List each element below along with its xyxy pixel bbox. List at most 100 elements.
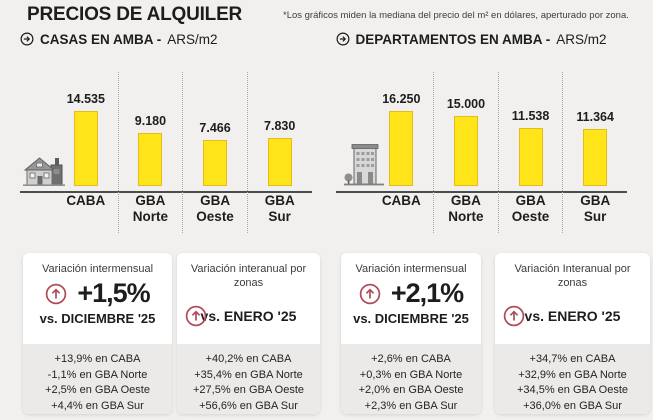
zone-variation-line: +27,5% en GBA Oeste (193, 384, 304, 396)
card-intermensual-casas: Variación intermensual +1,5% vs. DICIEMB… (23, 253, 172, 414)
zone-variation-line: +34,7% en CABA (529, 353, 616, 365)
category-label: GBA Norte (448, 193, 484, 224)
vs-label: vs. ENERO '25 (524, 307, 621, 324)
footnote: *Los gráficos miden la mediana del preci… (283, 10, 629, 21)
card-header: Variación intermensual (41, 263, 154, 275)
chart-column: 7.466 GBA Oeste (183, 72, 248, 233)
chart-baseline (20, 191, 312, 193)
bar-value-label: 11.364 (576, 110, 614, 124)
section-unit: ARS/m2 (556, 31, 607, 47)
zone-variation-line: +35,4% en GBA Norte (194, 368, 303, 381)
zone-variation-line: +36,0% en GBA Sur (523, 399, 622, 412)
bar (138, 133, 163, 186)
metric-row: +2,1% (359, 278, 464, 309)
go-circle-arrow-icon (336, 32, 350, 46)
section-header-departamentos: DEPARTAMENTOS EN AMBA - ARS/m2 (336, 30, 634, 48)
bar (389, 111, 414, 186)
big-variation-value: +1,5% (77, 278, 150, 309)
card-header: Variación Interanual por zonas (514, 263, 631, 290)
bar (583, 129, 608, 186)
chart-column: 14.535 CABA (54, 72, 119, 233)
chart-column: 15.000 GBA Norte (434, 72, 499, 233)
trend-up-icon (503, 305, 525, 327)
variation-cards-row: Variación intermensual +1,5% vs. DICIEMB… (23, 253, 650, 414)
zones-list: +2,6% en CABA +0,3% en GBA Norte +2,0% en … (341, 344, 481, 414)
trend-up-icon (45, 283, 67, 305)
bar-value-label: 16.250 (382, 92, 421, 106)
section-header-casas: CASAS EN AMBA - ARS/m2 (20, 30, 318, 48)
chart-column: 11.364 GBA Sur (563, 72, 627, 233)
zone-variation-line: +2,6% en CABA (371, 353, 451, 365)
section-title: CASAS EN AMBA - (40, 31, 162, 47)
zone-variation-line: +0,3% en GBA Norte (359, 368, 463, 381)
bar-value-label: 11.538 (511, 109, 550, 123)
chart-casas: 14.535 CABA 9.180 GBA Norte 7.466 GBA Oeste 7.… (20, 52, 318, 233)
category-label: GBA Oeste (196, 193, 234, 224)
zone-variation-line: +2,0% en GBA Oeste (358, 384, 464, 396)
charts-row: CASAS EN AMBA - ARS/m2 14.535 (20, 30, 633, 233)
chart-column: 9.180 GBA Norte (119, 72, 184, 233)
chart-departamentos: 16.250 CABA 15.000 GBA Norte 11.538 GBA Oeste… (335, 52, 634, 233)
category-label: GBA Oeste (511, 193, 550, 224)
zone-variation-line: +2,5% en GBA Oeste (45, 384, 150, 396)
category-label: GBA Norte (132, 193, 169, 224)
section-departamentos: DEPARTAMENTOS EN AMBA - ARS/m2 (335, 30, 634, 233)
category-label: CABA (66, 193, 106, 208)
card-header: Variación intermensual (355, 263, 467, 275)
zone-variation-line: +32,9% en GBA Norte (518, 368, 627, 381)
trend-up-icon (185, 305, 207, 327)
section-casas: CASAS EN AMBA - ARS/m2 14.535 (20, 30, 318, 233)
card-top: Variación intermensual +2,1% vs. DICIEMB… (341, 253, 481, 344)
house-icon (22, 156, 66, 191)
card-header: Variación interanual por zonas (190, 263, 307, 290)
chart-columns: 14.535 CABA 9.180 GBA Norte 7.466 GBA Oeste 7.… (54, 72, 312, 233)
zone-variation-line: -1,1% en GBA Norte (47, 368, 148, 381)
category-label: GBA Sur (580, 193, 611, 224)
metric-row: +1,5% (45, 278, 151, 309)
zones-list: +13,9% en CABA -1,1% en GBA Norte +2,5% en… (23, 344, 172, 414)
chart-column: 16.250 CABA (370, 72, 435, 233)
card-top: Variación intermensual +1,5% vs. DICIEMB… (23, 253, 172, 344)
category-label: GBA Sur (264, 193, 295, 224)
zone-variation-line: +13,9% en CABA (54, 353, 141, 365)
bar-value-label: 7.466 (199, 121, 231, 135)
zone-variation-line: +56,6% en GBA Sur (199, 399, 298, 412)
zones-list: +40,2% en CABA +35,4% en GBA Norte +27,5% … (177, 344, 320, 414)
card-interanual-departamentos: Variación Interanual por zonas vs. ENERO… (495, 253, 650, 414)
vs-row: vs. ENERO '25 (177, 305, 320, 327)
building-icon (343, 142, 384, 191)
chart-columns: 16.250 CABA 15.000 GBA Norte 11.538 GBA Oeste… (370, 72, 628, 233)
category-label: CABA (381, 193, 421, 208)
trend-up-icon (359, 283, 381, 305)
page-title: PRECIOS DE ALQUILER (27, 4, 243, 25)
card-intermensual-departamentos: Variación intermensual +2,1% vs. DICIEMB… (341, 253, 481, 414)
vs-label: vs. ENERO '25 (200, 307, 297, 324)
big-variation-value: +2,1% (390, 278, 464, 309)
zone-variation-line: +40,2% en CABA (205, 353, 292, 365)
vs-row: vs. ENERO '25 (495, 305, 650, 327)
vs-label: vs. DICIEMBRE '25 (353, 311, 469, 327)
section-unit: ARS/m2 (167, 31, 218, 47)
vs-label: vs. DICIEMBRE '25 (39, 311, 156, 327)
zone-variation-line: +34,5% en GBA Oeste (517, 384, 628, 396)
chart-column: 11.538 GBA Oeste (499, 72, 564, 233)
chart-baseline (335, 191, 627, 193)
bar (518, 128, 543, 186)
bar-value-label: 9.180 (134, 114, 167, 128)
card-top: Variación interanual por zonas vs. ENERO… (177, 253, 320, 344)
zone-variation-line: +2,3% en GBA Sur (364, 399, 458, 412)
card-top: Variación Interanual por zonas vs. ENERO… (495, 253, 650, 344)
section-title: DEPARTAMENTOS EN AMBA - (355, 31, 551, 47)
chart-column: 7.830 GBA Sur (248, 72, 312, 233)
bar-value-label: 15.000 (446, 97, 486, 111)
bar (453, 116, 478, 186)
bar (267, 138, 292, 186)
bar-value-label: 14.535 (66, 92, 105, 106)
bar (203, 140, 228, 186)
bar-value-label: 7.830 (264, 119, 296, 133)
bar (73, 111, 98, 186)
card-interanual-casas: Variación interanual por zonas vs. ENERO… (177, 253, 320, 414)
zone-variation-line: +4,4% en GBA Sur (51, 399, 144, 412)
go-circle-arrow-icon (20, 32, 34, 46)
zones-list: +34,7% en CABA +32,9% en GBA Norte +34,5% … (495, 344, 650, 414)
